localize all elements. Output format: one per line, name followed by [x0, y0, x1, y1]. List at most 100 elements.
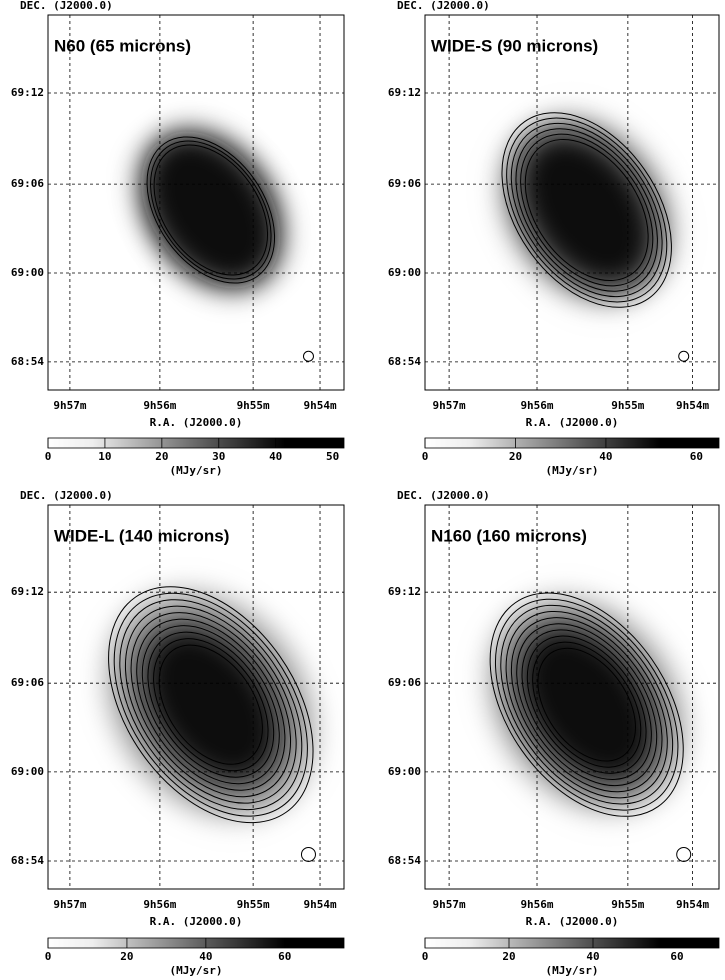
x-tick-label: 9h55m — [611, 399, 644, 412]
y-tick-label: 69:06 — [388, 177, 421, 190]
y-tick-label: 68:54 — [11, 854, 44, 867]
contour — [520, 133, 654, 287]
y-tick-label: 69:06 — [11, 676, 44, 689]
y-tick-label: 68:54 — [388, 854, 421, 867]
x-tick-label: 9h56m — [143, 399, 176, 412]
x-tick-label: 9h55m — [237, 898, 270, 911]
colorbar-tick-label: 40 — [269, 450, 282, 463]
x-tick-label: 9h57m — [53, 898, 86, 911]
ra-label: R.A. (J2000.0) — [150, 416, 243, 429]
contour — [489, 592, 684, 817]
contour — [524, 138, 649, 282]
map-panel: 69:12 69:06 69:00 68:54 9h57m 9h56m 9h55m 9h54m… — [388, 489, 720, 977]
colorbar-label: (MJy/sr) — [170, 464, 223, 477]
contour — [113, 592, 308, 817]
x-tick-label: 9h56m — [520, 399, 553, 412]
contour — [515, 128, 658, 292]
dec-label: DEC. (J2000.0) — [397, 0, 490, 12]
y-tick-label: 69:00 — [11, 266, 44, 279]
colorbar-tick-label: 20 — [155, 450, 168, 463]
contour — [119, 599, 303, 811]
dec-label: DEC. (J2000.0) — [397, 489, 490, 502]
contour — [500, 604, 674, 805]
beam — [678, 350, 690, 362]
colorbar-tick-label: 0 — [45, 950, 52, 963]
contour — [506, 117, 668, 303]
contour — [526, 635, 647, 774]
map-panel: 69:12 69:06 69:00 68:54 9h57m 9h56m 9h55m 9h54m… — [11, 0, 345, 477]
colorbar-tick-label: 10 — [98, 450, 111, 463]
contour — [494, 598, 679, 811]
contour — [141, 625, 280, 785]
contour — [521, 629, 652, 780]
colorbar-tick-label: 0 — [422, 950, 429, 963]
contour — [501, 112, 672, 308]
panel-title: WIDE-S (90 microns) — [431, 36, 598, 55]
colorbar-tick-label: 0 — [422, 450, 429, 463]
beam — [300, 846, 316, 862]
colorbar-tick-label: 50 — [326, 450, 339, 463]
contour — [153, 144, 269, 276]
colorbar-label: (MJy/sr) — [546, 464, 599, 477]
x-tick-label: 9h54m — [303, 399, 336, 412]
beam — [302, 350, 314, 362]
panel-frame — [424, 14, 720, 391]
contour — [136, 618, 286, 791]
contour — [108, 586, 314, 824]
y-tick-label: 69:06 — [388, 676, 421, 689]
y-tick-label: 69:12 — [388, 585, 421, 598]
y-tick-label: 69:12 — [11, 86, 44, 99]
panel-frame — [47, 14, 345, 391]
contour — [124, 605, 297, 804]
ra-label: R.A. (J2000.0) — [526, 915, 619, 928]
colorbar-tick-label: 20 — [502, 950, 515, 963]
contour — [537, 647, 636, 762]
x-tick-label: 9h57m — [433, 399, 466, 412]
colorbar-label: (MJy/sr) — [546, 964, 599, 977]
y-tick-label: 69:00 — [11, 765, 44, 778]
ra-label: R.A. (J2000.0) — [526, 416, 619, 429]
dec-label: DEC. (J2000.0) — [20, 489, 113, 502]
map-panel: 69:12 69:06 69:00 68:54 9h57m 9h56m 9h55m 9h54m… — [11, 489, 345, 977]
colorbar-tick-label: 30 — [212, 450, 225, 463]
map-panel: 69:12 69:06 69:00 68:54 9h57m 9h56m 9h55m 9h54m… — [388, 0, 720, 477]
colorbar-tick-label: 20 — [509, 450, 522, 463]
y-tick-label: 69:12 — [11, 585, 44, 598]
emission-core — [141, 131, 281, 289]
contour — [130, 612, 292, 798]
contour — [532, 641, 642, 768]
colorbar-label: (MJy/sr) — [170, 964, 223, 977]
colorbar-tick-label: 60 — [278, 950, 291, 963]
contour — [158, 644, 263, 765]
panel-title: N160 (160 microns) — [431, 526, 587, 545]
contour — [505, 610, 668, 799]
colorbar — [424, 437, 720, 449]
x-tick-label: 9h56m — [520, 898, 553, 911]
ra-label: R.A. (J2000.0) — [150, 915, 243, 928]
contour — [510, 122, 663, 298]
y-tick-label: 68:54 — [388, 355, 421, 368]
emission-core — [516, 624, 657, 785]
x-tick-label: 9h55m — [237, 399, 270, 412]
colorbar-tick-label: 0 — [45, 450, 52, 463]
colorbar-tick-label: 20 — [120, 950, 133, 963]
x-tick-label: 9h54m — [303, 898, 336, 911]
colorbar-tick-label: 60 — [690, 450, 703, 463]
panel-frame — [424, 504, 720, 890]
x-tick-label: 9h54m — [676, 898, 709, 911]
x-tick-label: 9h55m — [611, 898, 644, 911]
colorbar-tick-label: 40 — [199, 950, 212, 963]
x-tick-label: 9h54m — [676, 399, 709, 412]
panel-title: WIDE-L (140 microns) — [54, 526, 229, 545]
y-tick-label: 69:06 — [11, 177, 44, 190]
contour — [146, 136, 276, 284]
y-tick-label: 69:00 — [388, 266, 421, 279]
dec-label: DEC. (J2000.0) — [20, 0, 113, 12]
y-tick-label: 69:12 — [388, 86, 421, 99]
contour — [510, 617, 663, 793]
colorbar — [47, 437, 345, 449]
beam — [676, 846, 692, 862]
colorbar-tick-label: 40 — [599, 450, 612, 463]
colorbar — [47, 937, 345, 949]
